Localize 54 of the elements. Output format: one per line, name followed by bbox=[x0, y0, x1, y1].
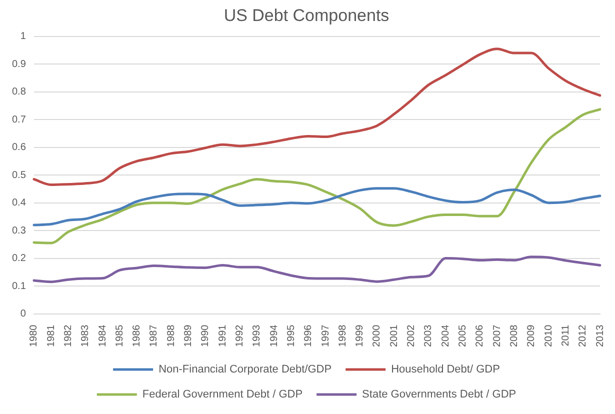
chart-title: US Debt Components bbox=[224, 6, 390, 25]
x-tick-label: 2006 bbox=[474, 324, 486, 348]
x-tick-label: 1990 bbox=[200, 324, 212, 348]
x-tick-label: 1987 bbox=[148, 324, 160, 348]
x-tick-label: 2013 bbox=[594, 324, 606, 348]
x-tick-label: 1981 bbox=[46, 324, 57, 348]
x-tick-label: 1992 bbox=[234, 324, 246, 348]
x-tick-label: 2010 bbox=[543, 324, 554, 348]
x-tick-label: 2009 bbox=[526, 324, 538, 348]
x-tick-label: 2004 bbox=[440, 324, 452, 348]
x-tick-label: 2000 bbox=[372, 324, 383, 348]
x-tick-label: 1991 bbox=[217, 324, 228, 348]
x-tick-label: 2005 bbox=[458, 324, 469, 348]
x-tick-label: 1989 bbox=[183, 324, 194, 348]
line-series bbox=[32, 108, 602, 244]
y-tick-label: 0.3 bbox=[12, 225, 26, 236]
y-tick-label: 0.9 bbox=[12, 58, 26, 70]
legend-label: Household Debt/ GDP bbox=[391, 364, 500, 376]
x-tick-label: 1994 bbox=[268, 324, 280, 348]
legend-label: Federal Government Debt / GDP bbox=[142, 388, 303, 401]
x-tick-label: 1983 bbox=[80, 324, 92, 348]
x-tick-label: 2002 bbox=[406, 324, 418, 348]
x-tick-label: 1997 bbox=[320, 324, 332, 348]
x-tick-label: 2011 bbox=[560, 324, 572, 346]
x-tick-label: 1996 bbox=[303, 324, 314, 348]
x-tick-label: 2003 bbox=[423, 324, 434, 348]
y-tick-label: 0.5 bbox=[12, 170, 26, 181]
x-tick-label: 1982 bbox=[62, 324, 74, 348]
line-series bbox=[32, 187, 602, 226]
x-tick-label: 1986 bbox=[132, 324, 143, 348]
x-tick-label: 1984 bbox=[97, 324, 108, 348]
y-tick-label: 1 bbox=[20, 31, 26, 42]
x-tick-label: 1998 bbox=[337, 324, 348, 348]
x-tick-label: 1985 bbox=[114, 324, 126, 348]
x-tick-label: 2012 bbox=[578, 324, 589, 348]
y-tick-label: 0.2 bbox=[12, 253, 26, 264]
y-tick-label: 0.6 bbox=[12, 142, 26, 154]
x-tick-label: 1988 bbox=[166, 324, 177, 348]
y-tick-label: 0 bbox=[20, 308, 26, 320]
y-tick-label: 0.7 bbox=[12, 114, 26, 126]
x-tick-label: 1980 bbox=[28, 324, 40, 348]
legend-label: Non-Financial Corporate Debt/GDP bbox=[158, 364, 332, 376]
x-tick-label: 2008 bbox=[508, 324, 520, 348]
line-series bbox=[32, 48, 602, 186]
x-tick-label: 1993 bbox=[252, 324, 263, 348]
legend-label: State Governments Debt / GDP bbox=[362, 388, 516, 401]
x-tick-label: 2001 bbox=[388, 324, 400, 348]
y-tick-label: 0.8 bbox=[12, 86, 26, 98]
y-tick-label: 0.1 bbox=[12, 280, 26, 292]
x-tick-label: 2007 bbox=[492, 324, 503, 348]
x-tick-label: 1995 bbox=[286, 324, 297, 348]
x-tick-label: 1999 bbox=[354, 324, 366, 348]
y-tick-label: 0.4 bbox=[12, 198, 26, 209]
line-series bbox=[32, 256, 602, 284]
